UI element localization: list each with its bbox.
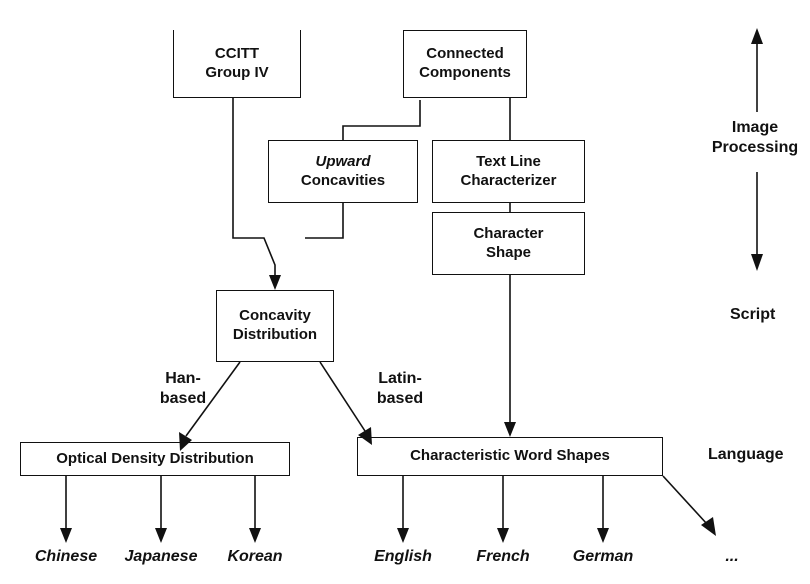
arrowhead-english (397, 528, 409, 543)
box-textline-line-1: Text Line (476, 152, 541, 170)
language-korean: Korean (227, 548, 283, 565)
stage-image-processing-line-1: Image (731, 119, 779, 136)
box-wordshapes-line-1: Characteristic Word Shapes (410, 447, 610, 465)
connector-latin-branch (319, 361, 366, 432)
box-ccitt-line-2: Group IV (205, 63, 269, 81)
arrowhead-image-up (751, 28, 763, 44)
arrowhead-japanese (155, 528, 167, 543)
label-latin-based: Latin- based (355, 369, 445, 409)
box-ccitt-group-iv: CCITT Group IV (173, 30, 301, 98)
stage-script: Script (730, 306, 776, 323)
arrowhead-concavity (269, 275, 281, 290)
stage-image-processing: Image Processing (700, 118, 810, 158)
box-upward-line-1: Upward (315, 152, 371, 170)
box-charshape-line-1: Character (473, 224, 544, 242)
label-han-based: Han- based (138, 369, 228, 409)
box-textline-line-2: Characterizer (460, 171, 557, 189)
box-upward-line-2: Concavities (300, 171, 386, 189)
box-connected-line-1: Connected (426, 45, 504, 63)
box-concavity-distribution: Concavity Distribution (216, 290, 334, 362)
box-connected-components: Connected Components (403, 30, 527, 98)
language-more-ellipsis: ... (725, 548, 739, 565)
box-concavity-line-2: Distribution (232, 326, 318, 343)
box-concavity-line-1: Concavity (239, 307, 311, 325)
arrowhead-latin (358, 427, 372, 445)
arrowhead-image-down (751, 254, 763, 271)
connector-upward-tail (305, 203, 344, 239)
box-upward-concavities: Upward Concavities (268, 140, 418, 203)
label-han-line-2: based (159, 390, 207, 407)
box-optical-line-1: Optical Density Distribution (56, 449, 254, 467)
arrowhead-german (597, 528, 609, 543)
stage-language: Language (708, 446, 784, 463)
language-german: German (572, 548, 634, 565)
connector-ccitt-to-concavity (232, 98, 276, 275)
stage-image-processing-line-2: Processing (711, 139, 799, 156)
connector-wordshapes-to-more (662, 475, 708, 525)
label-latin-line-1: Latin- (378, 370, 422, 387)
arrowhead-chinese (60, 528, 72, 543)
box-text-line-characterizer: Text Line Characterizer (432, 140, 585, 203)
connector-connected-to-upward (342, 100, 421, 140)
box-optical-density-distribution: Optical Density Distribution (20, 442, 290, 476)
arrowhead-french (497, 528, 509, 543)
language-chinese: Chinese (34, 548, 98, 565)
box-connected-line-2: Components (419, 64, 511, 81)
box-charshape-line-2: Shape (485, 243, 531, 261)
language-english: English (374, 548, 432, 565)
arrowhead-han (179, 432, 192, 451)
label-latin-line-2: based (376, 390, 424, 407)
arrowhead-korean (249, 528, 261, 543)
box-character-shape: Character Shape (432, 212, 585, 275)
arrowhead-more (701, 517, 716, 536)
language-japanese: Japanese (124, 548, 198, 565)
label-han-line-1: Han- (165, 370, 201, 387)
box-ccitt-line-1: CCITT (214, 44, 260, 62)
box-characteristic-word-shapes: Characteristic Word Shapes (357, 437, 663, 476)
connector-han-branch (185, 361, 241, 437)
arrowhead-wordshapes (504, 422, 516, 437)
language-french: French (476, 548, 530, 565)
